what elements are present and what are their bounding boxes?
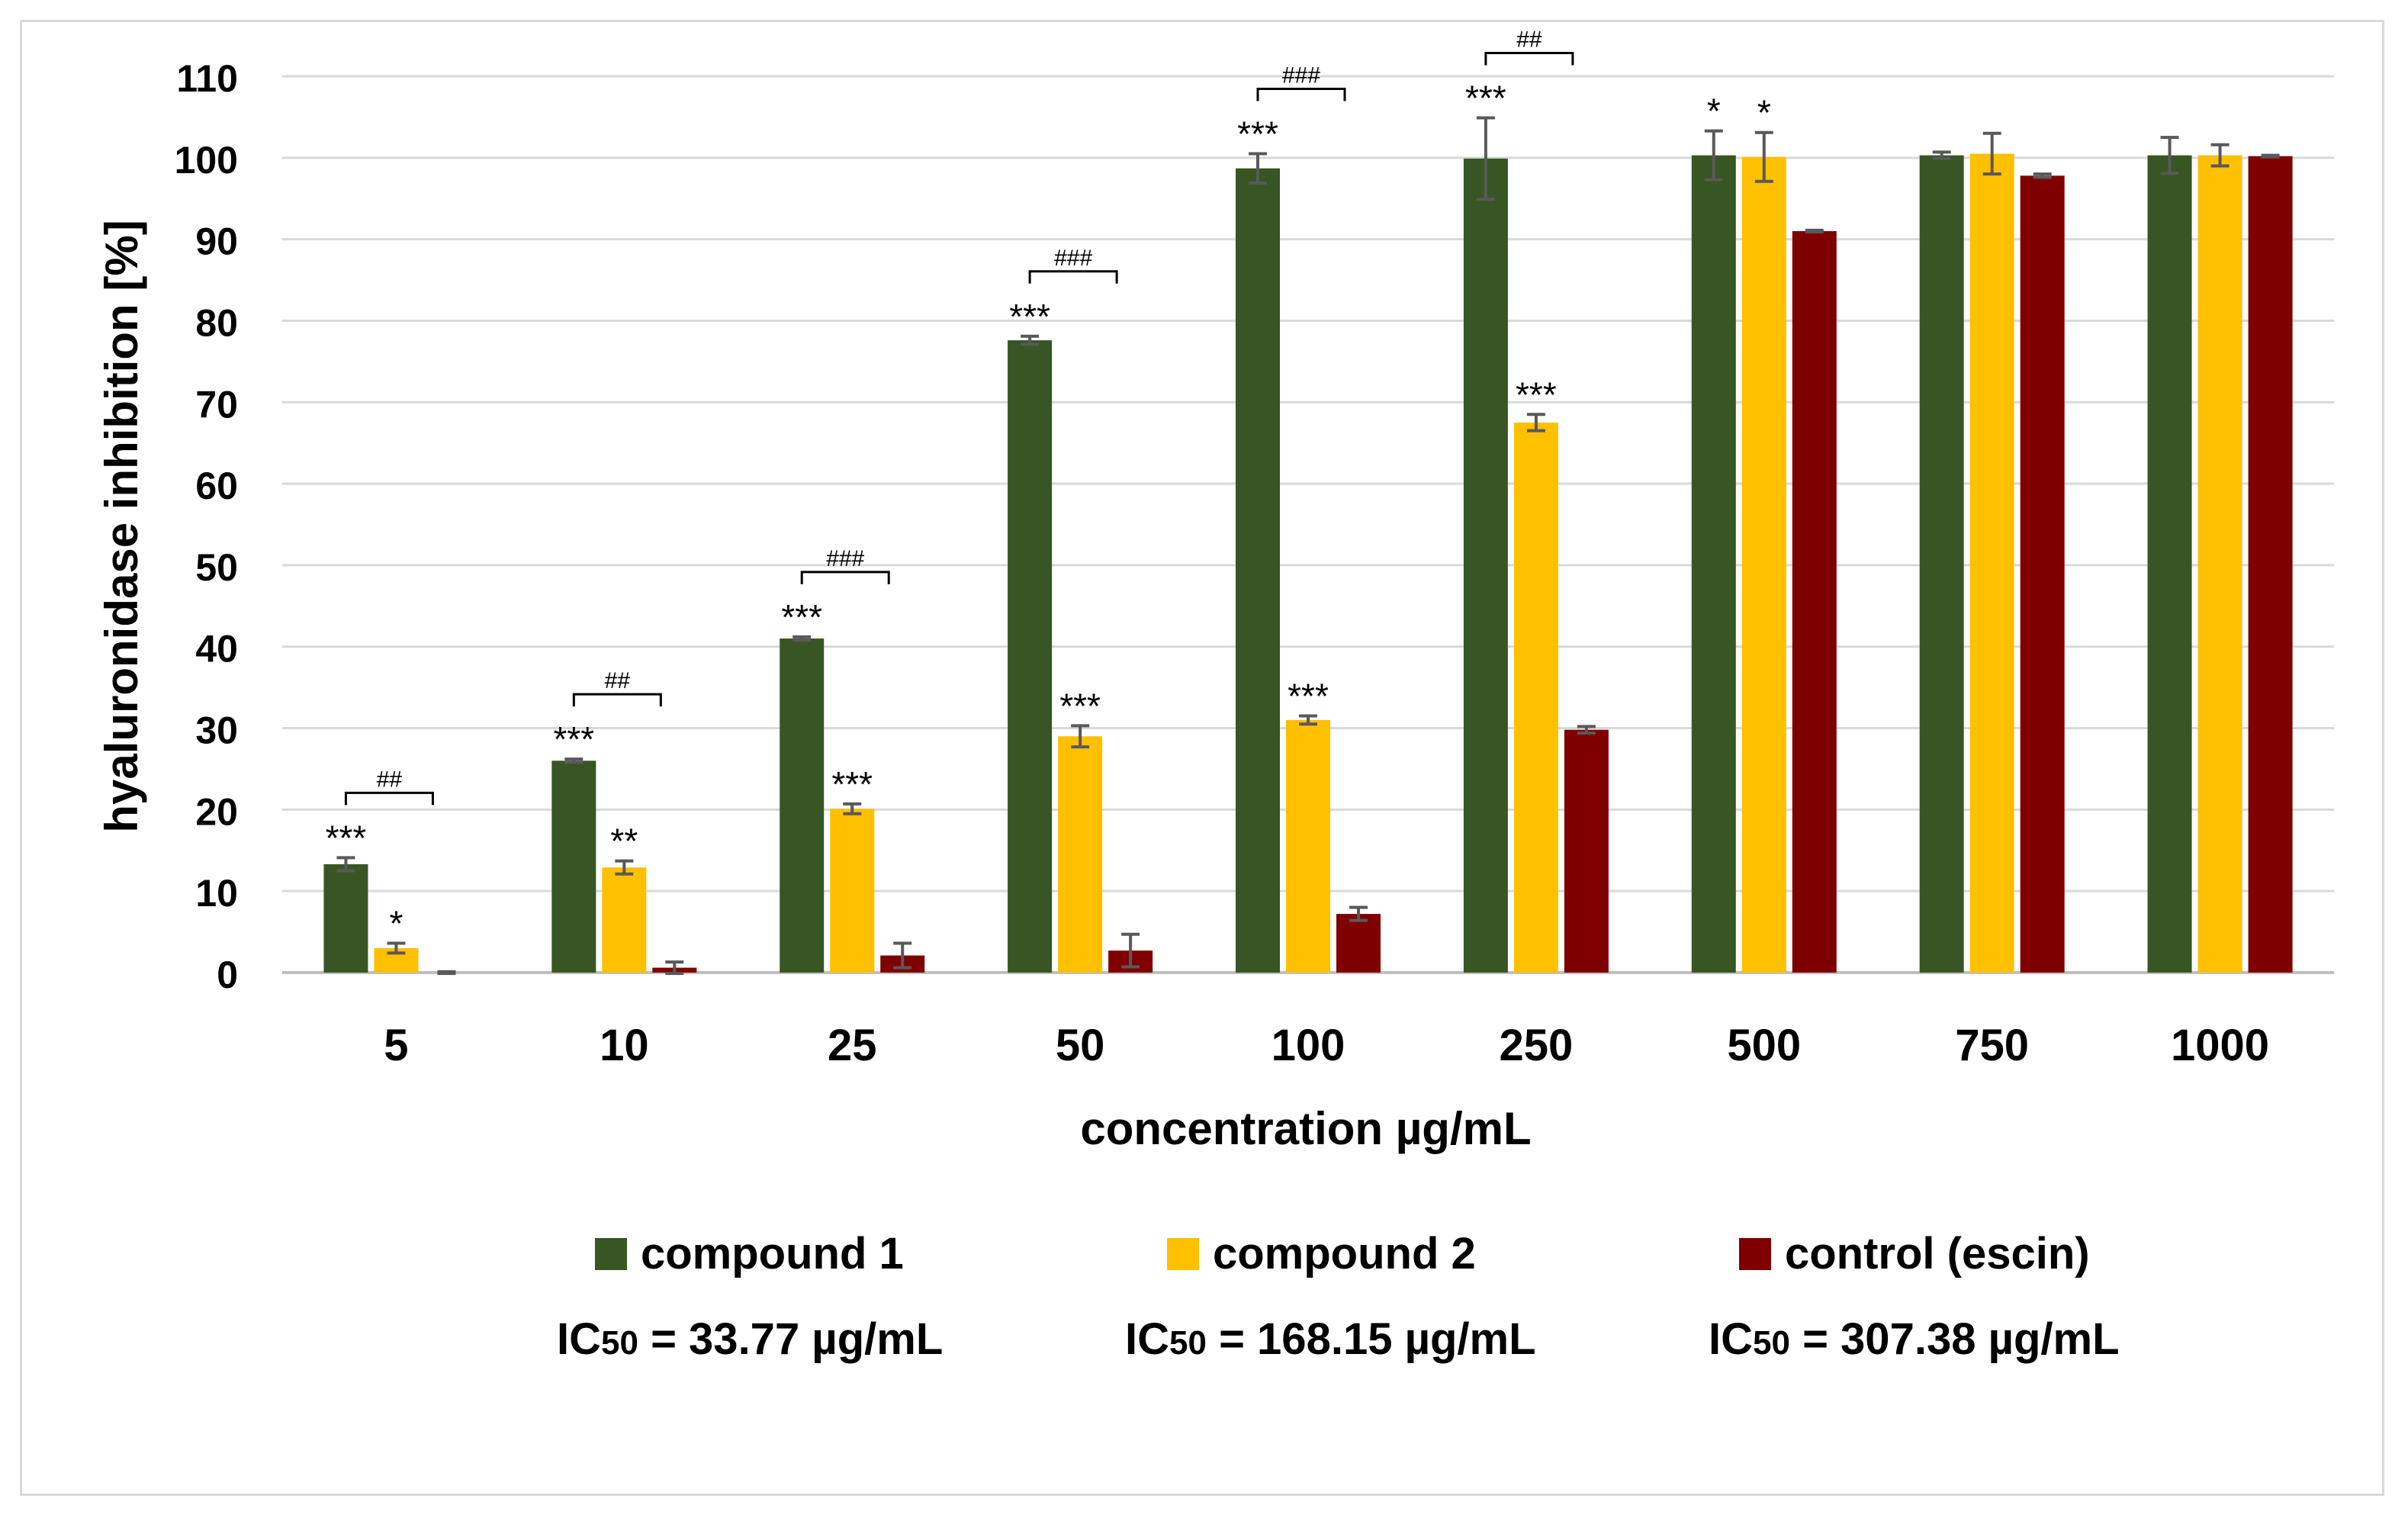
y-tick-label: 80 (195, 301, 238, 344)
significance-marker: *** (1237, 114, 1278, 153)
comparison-bracket (1028, 270, 1118, 284)
bar-compound-2 (2197, 155, 2242, 973)
y-tick-label: 10 (195, 872, 238, 915)
x-tick-label: 750 (1955, 1021, 2029, 1070)
legend-swatch (595, 1237, 627, 1270)
x-axis-ticks: 5 10 25 50 100 250 500 750 1000 (384, 1021, 2269, 1070)
significance-group: ****************** ********** *******#####… (326, 27, 1771, 943)
y-tick-label: 30 (195, 709, 238, 752)
bar-compound-2 (1286, 719, 1330, 973)
ic50-value: = 307.38 µg/mL (1789, 1314, 2120, 1364)
significance-marker: *** (1288, 677, 1329, 716)
bars-group (323, 153, 2293, 973)
x-tick-label: 250 (1499, 1021, 1573, 1070)
x-tick-label: 50 (1056, 1021, 1105, 1070)
y-tick-label: 20 (195, 790, 238, 833)
significance-marker: *** (781, 597, 822, 637)
x-tick-label: 10 (600, 1021, 649, 1070)
significance-marker: * (389, 904, 403, 944)
legend-label: compound 1 (641, 1229, 904, 1278)
bar-control-escin- (2248, 156, 2293, 973)
legend-item-control: control (escin) (1739, 1228, 2090, 1279)
comparison-bracket (344, 791, 434, 806)
bar-control-escin- (1564, 729, 1609, 973)
bar-compound-1 (323, 864, 368, 973)
bar-compound-2 (1513, 422, 1558, 973)
ic50-value: = 33.77 µg/mL (638, 1314, 944, 1364)
x-tick-label: 100 (1272, 1021, 1345, 1070)
x-axis-label: concentration µg/mL (1080, 1103, 1531, 1154)
comparison-bracket (1484, 51, 1574, 66)
legend-swatch (1167, 1237, 1199, 1270)
ic50-subscript: 50 (1753, 1324, 1790, 1362)
significance-marker: *** (831, 764, 873, 804)
bar-control-escin- (1792, 230, 1837, 973)
ic50-prefix: IC (1125, 1314, 1169, 1364)
bar-compound-2 (830, 809, 875, 973)
bar-control-escin- (1336, 914, 1381, 973)
ic50-value: = 168.15 µg/mL (1206, 1314, 1536, 1364)
significance-marker: * (1757, 93, 1771, 133)
x-tick-label: 25 (828, 1021, 877, 1070)
bar-compound-2 (602, 867, 647, 973)
bar-compound-1 (551, 761, 596, 973)
comparison-bracket (1256, 87, 1346, 101)
ic50-compound-1: IC50 = 33.77 µg/mL (557, 1314, 943, 1365)
ic50-subscript: 50 (601, 1324, 638, 1362)
significance-marker: *** (1465, 78, 1506, 117)
y-tick-label: 70 (195, 383, 238, 426)
significance-marker: *** (1059, 686, 1101, 725)
error-bars-group (336, 116, 2280, 976)
legend-label: compound 2 (1213, 1229, 1476, 1278)
significance-marker: ** (610, 822, 638, 861)
significance-marker: *** (1009, 297, 1050, 336)
comparison-bracket (800, 571, 890, 584)
bracket-label: ### (826, 546, 864, 571)
legend-item-compound-2: compound 2 (1167, 1228, 1476, 1279)
bracket-label: ### (1054, 246, 1092, 271)
y-tick-label: 40 (195, 628, 238, 671)
bracket-label: ## (605, 668, 631, 693)
legend-label: control (escin) (1785, 1229, 2090, 1278)
y-tick-label: 0 (217, 954, 238, 996)
comparison-bracket (572, 693, 662, 707)
ic50-prefix: IC (1709, 1314, 1753, 1364)
bar-compound-1 (1463, 158, 1508, 973)
significance-marker: *** (1516, 375, 1557, 414)
ic50-prefix: IC (557, 1314, 601, 1364)
bar-compound-2 (1969, 153, 2014, 973)
y-tick-label: 60 (195, 465, 238, 507)
bracket-label: ## (1516, 27, 1542, 52)
significance-marker: * (1707, 92, 1721, 131)
bar-compound-2 (1741, 156, 1786, 973)
bracket-label: ## (377, 767, 403, 792)
y-axis-ticks: 0 10 20 30 40 50 60 70 80 90 100 110 (175, 57, 238, 996)
ic50-compound-2: IC50 = 168.15 µg/mL (1125, 1314, 1536, 1365)
significance-marker: *** (326, 818, 367, 857)
bar-compound-1 (1008, 340, 1053, 973)
bracket-label: ### (1282, 63, 1320, 88)
x-tick-label: 500 (1727, 1021, 1801, 1070)
legend-item-compound-1: compound 1 (595, 1228, 904, 1279)
legend-swatch (1739, 1237, 1771, 1270)
x-tick-label: 1000 (2171, 1021, 2269, 1070)
y-tick-label: 90 (195, 220, 238, 263)
y-tick-label: 50 (195, 546, 238, 589)
bar-compound-1 (1691, 155, 1736, 973)
bar-compound-2 (1058, 736, 1103, 973)
x-tick-label: 5 (384, 1021, 408, 1070)
y-tick-label: 100 (175, 139, 238, 182)
ic50-control: IC50 = 307.38 µg/mL (1709, 1314, 2120, 1365)
y-tick-label: 110 (176, 57, 238, 100)
significance-marker: *** (553, 719, 594, 759)
bar-control-escin- (2020, 175, 2065, 973)
bar-compound-1 (1236, 168, 1280, 973)
bar-compound-1 (2147, 155, 2192, 973)
ic50-subscript: 50 (1169, 1324, 1207, 1362)
bar-compound-1 (780, 638, 825, 973)
y-axis-label: hyaluronidase inhibition [%] (96, 220, 147, 832)
bar-compound-1 (1919, 155, 1964, 973)
